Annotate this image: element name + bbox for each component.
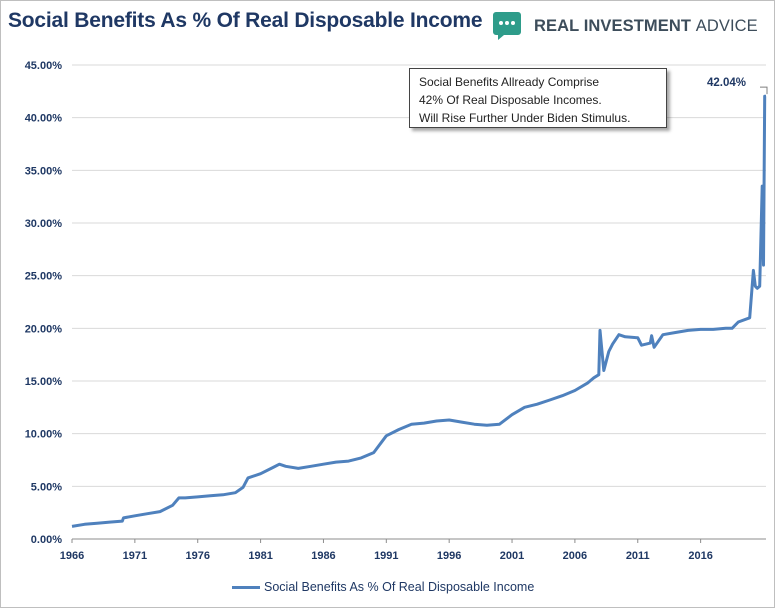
speech-bubble-icon xyxy=(493,12,521,40)
y-tick-label: 40.00% xyxy=(25,113,63,125)
chart-title: Social Benefits As % Of Real Disposable … xyxy=(8,9,483,32)
end-value-label: 42.04% xyxy=(707,77,747,89)
legend-line-swatch xyxy=(232,585,260,589)
annotation-line-2: 42% Of Real Disposable Incomes. xyxy=(419,93,602,107)
y-tick-label: 25.00% xyxy=(25,271,63,283)
logo-text-bold: REAL INVESTMENT xyxy=(534,16,692,35)
y-tick-label: 30.00% xyxy=(25,218,63,230)
y-tick-label: 35.00% xyxy=(25,165,63,177)
brand-logo: REAL INVESTMENT ADVICE xyxy=(492,10,758,42)
y-axis-ticks: 0.00% 5.00% 10.00% 15.00% 20.00% 25.00% 30.00%… xyxy=(25,60,63,546)
x-tick-label: 1971 xyxy=(123,550,147,562)
y-tick-label: 0.00% xyxy=(31,534,62,546)
x-axis-ticks: 1966 1971 1976 1981 1986 1991 1996 2001 2006 2011… xyxy=(60,539,713,562)
y-tick-label: 5.00% xyxy=(31,481,62,493)
y-tick-label: 45.00% xyxy=(25,60,63,72)
series-line xyxy=(71,94,767,528)
logo-text-light: ADVICE xyxy=(695,16,758,35)
y-tick-label: 10.00% xyxy=(25,429,63,441)
chart-legend: Social Benefits As % Of Real Disposable … xyxy=(232,580,534,594)
x-tick-label: 2006 xyxy=(563,550,587,562)
x-tick-label: 1996 xyxy=(437,550,461,562)
logo-wordmark: REAL INVESTMENT ADVICE xyxy=(534,17,758,36)
x-tick-label: 1991 xyxy=(374,550,398,562)
annotation-callout: Social Benefits Allready Comprise 42% Of… xyxy=(409,68,667,128)
gridlines xyxy=(72,64,766,540)
x-tick-label: 2011 xyxy=(626,550,650,562)
end-label-leader-line xyxy=(760,86,768,95)
x-tick-label: 1981 xyxy=(248,550,272,562)
x-tick-label: 1976 xyxy=(185,550,209,562)
y-tick-label: 20.00% xyxy=(25,323,63,335)
y-tick-label: 15.00% xyxy=(25,376,63,388)
legend-label: Social Benefits As % Of Real Disposable … xyxy=(264,580,535,594)
x-tick-label: 2016 xyxy=(688,550,712,562)
annotation-line-1: Social Benefits Allready Comprise xyxy=(419,75,600,89)
x-tick-label: 1986 xyxy=(311,550,335,562)
x-tick-label: 1966 xyxy=(60,550,84,562)
annotation-line-3: Will Rise Further Under Biden Stimulus. xyxy=(419,111,631,125)
x-tick-label: 2001 xyxy=(500,550,524,562)
